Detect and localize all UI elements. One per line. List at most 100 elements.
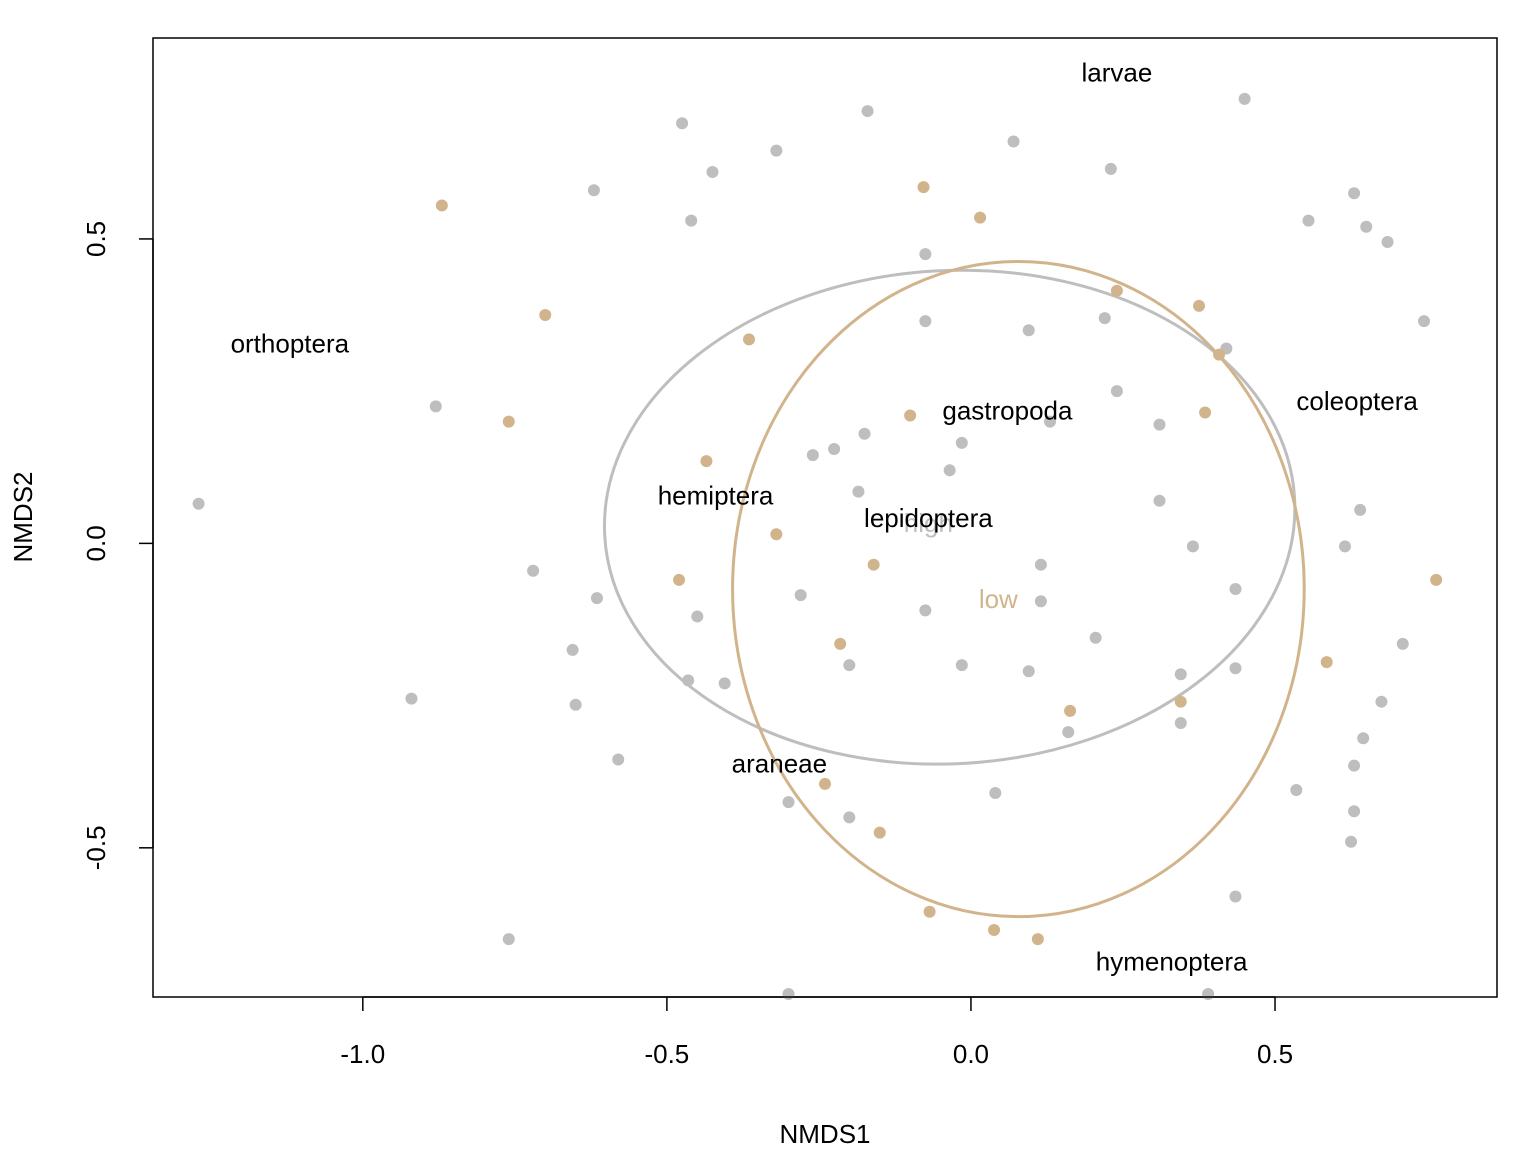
point-high-38 [1034,595,1047,608]
point-high-5 [587,184,600,197]
y-tick-label-2: 0.5 [81,221,111,257]
point-low-6 [770,528,783,541]
point-low-18 [1110,284,1123,297]
point-low-9 [867,558,880,571]
species-label-hemiptera: hemiptera [658,481,774,511]
point-high-53 [1229,662,1242,675]
point-high-54 [1229,890,1242,903]
point-low-11 [904,409,917,422]
point-high-11 [682,674,695,687]
point-high-32 [955,659,968,672]
confidence-ellipses [602,259,1306,919]
point-high-35 [1022,324,1035,337]
point-low-22 [1213,348,1226,361]
point-high-58 [1338,540,1351,553]
point-low-15 [988,924,1001,937]
species-label-lepidoptera: lepidoptera [864,503,993,533]
point-high-3 [527,564,540,577]
x-axis-title: NMDS1 [779,1119,870,1149]
point-high-40 [1062,726,1075,739]
point-high-27 [919,248,932,261]
point-high-16 [770,144,783,157]
point-high-21 [828,443,841,455]
x-tick-label-3: 0.5 [1257,1039,1293,1069]
point-high-30 [943,464,956,477]
point-high-8 [590,592,603,605]
point-low-4 [700,455,713,468]
species-labels: larvae orthoptera coleoptera gastropoda hemi… [231,57,1419,976]
point-high-7 [569,698,582,711]
point-high-42 [1098,312,1111,325]
group-label-high: high [904,508,953,538]
point-high-52 [1229,583,1242,596]
species-label-orthoptera: orthoptera [231,328,350,358]
point-low-14 [974,211,987,224]
point-low-23 [1320,656,1333,669]
point-high-37 [1034,558,1047,571]
group-label-low: low [979,584,1018,614]
point-high-68 [1396,637,1409,650]
point-low-16 [1031,933,1044,946]
point-high-39 [1044,415,1057,428]
point-high-36 [1022,665,1035,678]
point-high-0 [192,497,205,510]
point-high-25 [858,427,871,440]
point-low-1 [502,415,515,428]
y-tick-label-1: 0.0 [81,525,111,561]
species-label-hymenoptera: hymenoptera [1096,946,1248,976]
point-high-10 [676,117,689,130]
point-high-2 [429,400,442,413]
species-label-araneae: araneae [732,748,827,778]
point-high-48 [1174,717,1187,729]
point-low-7 [819,777,831,790]
y-axis-title: NMDS2 [8,471,38,562]
point-high-31 [955,436,968,449]
point-high-49 [1186,540,1199,553]
point-high-4 [502,933,515,946]
point-low-24 [1430,573,1443,586]
point-high-44 [1110,385,1123,398]
point-high-67 [1381,235,1394,248]
point-high-65 [1360,220,1373,233]
point-low-20 [1193,299,1206,312]
species-label-gastropoda: gastropoda [942,395,1073,425]
ellipse-low [731,259,1306,919]
x-tick-label-1: -0.5 [644,1039,689,1069]
y-tick-label-0: -0.5 [81,825,111,870]
point-high-20 [806,449,819,462]
point-high-1 [405,692,418,705]
point-high-13 [691,610,704,623]
point-high-15 [718,677,731,690]
point-high-56 [1290,783,1303,796]
species-label-larvae: larvae [1081,57,1152,87]
point-high-69 [1418,315,1431,328]
x-tick-label-0: -1.0 [340,1039,385,1069]
x-tick-label-2: 0.0 [953,1039,989,1069]
point-low-19 [1174,695,1187,708]
point-high-62 [1348,187,1361,200]
point-high-17 [782,796,795,809]
point-high-43 [1104,162,1117,175]
point-high-9 [612,753,625,766]
point-high-50 [1202,987,1215,1000]
point-high-63 [1354,503,1367,516]
point-high-46 [1153,418,1166,431]
point-high-60 [1348,805,1361,818]
point-low-10 [873,826,886,839]
point-low-2 [539,309,552,322]
point-high-23 [843,811,856,824]
point-high-18 [782,987,795,1000]
point-high-61 [1348,759,1361,772]
point-high-14 [706,165,719,178]
point-high-66 [1375,695,1388,708]
point-high-24 [852,485,865,498]
point-low-21 [1199,406,1212,419]
point-low-3 [673,573,686,586]
point-high-57 [1302,214,1315,227]
point-high-47 [1174,668,1187,681]
y-axis: -0.5 0.0 0.5 [81,221,154,870]
group-labels: high low [904,508,1018,614]
point-high-34 [1007,135,1020,148]
point-low-8 [834,637,847,650]
point-high-41 [1089,631,1102,644]
